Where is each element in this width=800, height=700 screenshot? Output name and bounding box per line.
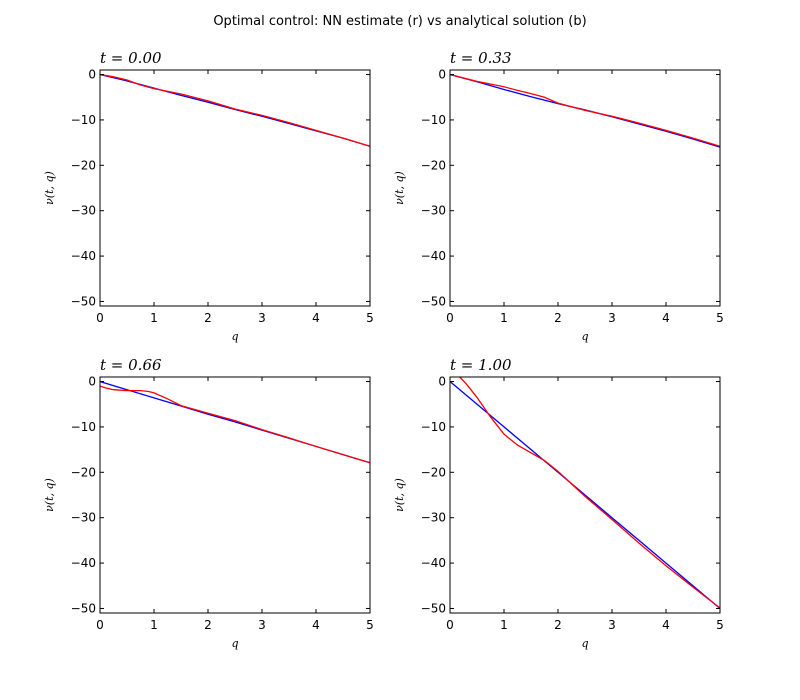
y-tick-label: −40 xyxy=(421,556,446,570)
axes-frame xyxy=(449,69,721,307)
nn-estimate-series-line xyxy=(100,73,370,147)
subplot-title: t = 0.66 xyxy=(100,356,162,374)
y-tick-label: −50 xyxy=(71,294,96,308)
analytical-series-line xyxy=(450,381,720,609)
y-tick-label: 0 xyxy=(88,68,96,82)
x-tick-label: 4 xyxy=(312,311,320,325)
y-tick-label: 0 xyxy=(438,375,446,389)
x-tick-label: 1 xyxy=(500,311,508,325)
y-tick-label: −10 xyxy=(421,113,446,127)
x-tick-label: 2 xyxy=(204,311,212,325)
x-tick-label: 1 xyxy=(150,618,158,632)
subplot-2: t = 0.33 0 1 2 3 4 5 0 −10 −20 −30 −40 −50 q ν(t, q) xyxy=(393,49,724,343)
x-tick-label: 0 xyxy=(446,311,454,325)
y-tick-label: −10 xyxy=(71,420,96,434)
axes-frame xyxy=(99,376,371,614)
x-tick-label: 2 xyxy=(204,618,212,632)
y-tick-label: −30 xyxy=(421,204,446,218)
y-tick-label: −20 xyxy=(71,465,96,479)
x-tick-label: 2 xyxy=(554,311,562,325)
y-tick-label: −40 xyxy=(71,556,96,570)
subplot-title: t = 0.33 xyxy=(450,49,512,67)
x-axis-label: q xyxy=(581,330,588,343)
x-tick-label: 5 xyxy=(366,618,374,632)
y-tick-label: 0 xyxy=(88,375,96,389)
x-tick-label: 3 xyxy=(608,311,616,325)
axes-frame xyxy=(99,69,371,307)
subplot-title: t = 1.00 xyxy=(450,356,512,374)
x-tick-label: 3 xyxy=(258,618,266,632)
x-tick-label: 0 xyxy=(96,311,104,325)
y-tick-label: −10 xyxy=(421,420,446,434)
subplot-4: t = 1.00 0 1 2 3 4 5 0 −10 −20 −30 −40 −50 q ν(t, q) xyxy=(393,356,724,650)
x-tick-label: 4 xyxy=(662,618,670,632)
x-tick-label: 4 xyxy=(312,618,320,632)
y-axis-label: ν(t, q) xyxy=(393,171,406,205)
y-tick-label: −40 xyxy=(421,249,446,263)
x-tick-label: 0 xyxy=(96,618,104,632)
x-tick-label: 2 xyxy=(554,618,562,632)
y-tick-label: −30 xyxy=(71,204,96,218)
y-tick-label: −50 xyxy=(421,294,446,308)
nn-estimate-series-line xyxy=(100,385,370,464)
x-tick-label: 5 xyxy=(366,311,374,325)
x-tick-label: 0 xyxy=(446,618,454,632)
y-axis-label: ν(t, q) xyxy=(43,478,56,512)
y-tick-label: −50 xyxy=(71,601,96,615)
y-tick-label: −40 xyxy=(71,249,96,263)
y-tick-label: −20 xyxy=(421,158,446,172)
y-tick-label: −50 xyxy=(421,601,446,615)
y-tick-label: −20 xyxy=(71,158,96,172)
x-tick-label: 1 xyxy=(150,311,158,325)
x-tick-label: 5 xyxy=(716,311,724,325)
subplot-title: t = 0.00 xyxy=(100,49,162,67)
y-axis-label: ν(t, q) xyxy=(393,478,406,512)
x-axis-label: q xyxy=(231,637,238,650)
y-axis-label: ν(t, q) xyxy=(43,171,56,205)
y-tick-label: −30 xyxy=(71,511,96,525)
subplot-1: t = 0.00 0 1 2 3 4 5 0 −10 −20 −30 −40 −50 q ν(t, q) xyxy=(43,49,374,343)
nn-estimate-series-line xyxy=(450,73,720,147)
x-tick-label: 3 xyxy=(608,618,616,632)
x-axis-label: q xyxy=(581,637,588,650)
x-tick-label: 3 xyxy=(258,311,266,325)
axes-frame xyxy=(449,376,721,614)
nn-estimate-series-line xyxy=(459,377,720,609)
figure-title: Optimal control: NN estimate (r) vs anal… xyxy=(213,14,586,29)
x-tick-label: 4 xyxy=(662,311,670,325)
x-tick-label: 1 xyxy=(500,618,508,632)
x-tick-label: 5 xyxy=(716,618,724,632)
x-axis-label: q xyxy=(231,330,238,343)
y-tick-label: −10 xyxy=(71,113,96,127)
y-tick-label: −30 xyxy=(421,511,446,525)
y-tick-label: 0 xyxy=(438,68,446,82)
subplot-3: t = 0.66 0 1 2 3 4 5 0 −10 −20 −30 −40 −50 q ν(t, q) xyxy=(43,356,374,650)
y-tick-label: −20 xyxy=(421,465,446,479)
